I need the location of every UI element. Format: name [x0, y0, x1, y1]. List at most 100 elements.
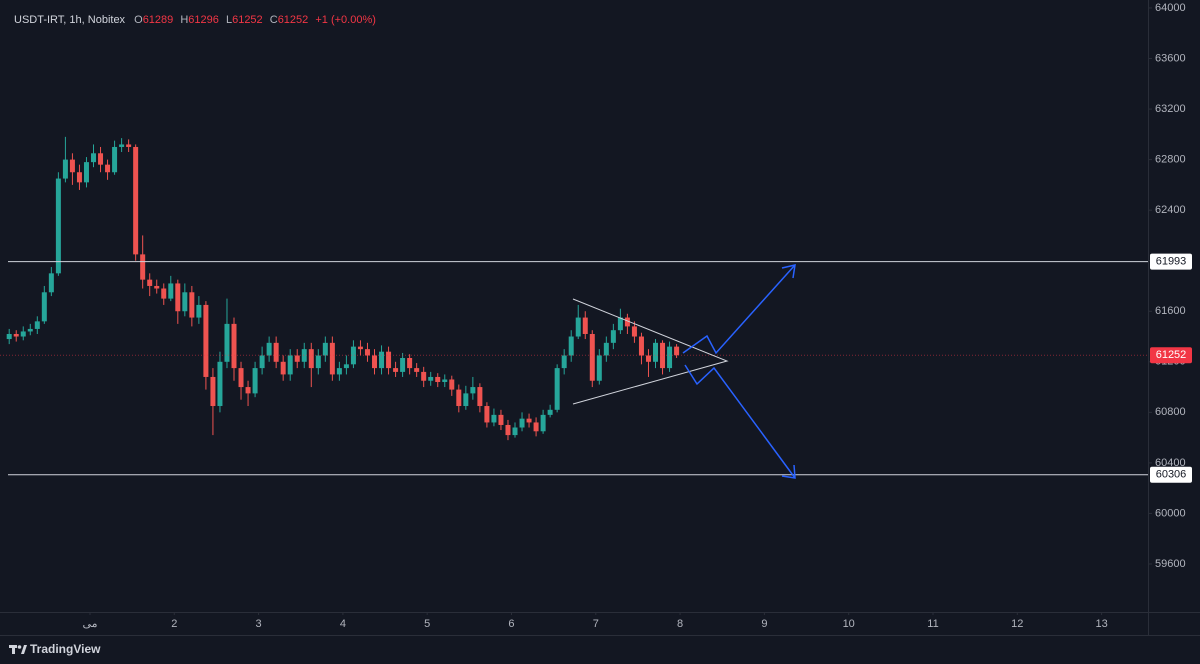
candle-body — [238, 368, 244, 388]
candle-body — [105, 164, 111, 173]
logo-part — [21, 645, 27, 654]
candle-body — [140, 254, 146, 280]
candle-body — [393, 368, 399, 372]
y-tick-label: 59600 — [1155, 558, 1186, 570]
candle-body — [98, 153, 104, 165]
candle-body — [273, 342, 279, 362]
candle-body — [252, 368, 258, 394]
down-arrow-head — [781, 464, 796, 479]
candle-body — [287, 355, 293, 375]
candle-body — [69, 159, 75, 173]
candle-body — [400, 358, 406, 372]
candle-body — [20, 331, 26, 337]
x-tick-label: 5 — [424, 618, 430, 630]
candle-body — [336, 368, 342, 375]
x-tick-label: 12 — [1011, 618, 1023, 630]
candle-body — [421, 371, 427, 381]
candle-body — [217, 361, 223, 407]
candle-body — [435, 376, 441, 383]
candle-body — [540, 414, 546, 432]
x-tick-label: 9 — [761, 618, 767, 630]
candle-body — [568, 336, 574, 356]
candle-body — [357, 346, 363, 350]
level-label: 61993 — [1156, 255, 1187, 267]
candle-body — [575, 317, 581, 337]
open-value: 61289 — [143, 14, 174, 26]
candle-body — [645, 355, 651, 362]
candle-body — [41, 292, 47, 322]
candle-body — [498, 414, 504, 425]
candle-body — [245, 387, 251, 394]
candle-body — [126, 144, 132, 147]
candle-body — [34, 321, 40, 329]
candle-body — [224, 323, 230, 362]
candle-body — [259, 355, 265, 369]
candle-body — [13, 333, 19, 337]
candle-body — [308, 349, 314, 369]
low-label: L — [226, 14, 232, 26]
candle-body — [526, 418, 532, 423]
y-tick-label: 62800 — [1155, 154, 1186, 166]
close-value: 61252 — [278, 14, 309, 26]
logo — [9, 645, 27, 654]
y-tick-label: 60000 — [1155, 507, 1186, 519]
candle-body — [379, 351, 385, 369]
x-tick-label: 10 — [843, 618, 855, 630]
candle-body — [610, 330, 616, 343]
candle-body — [315, 355, 321, 369]
candle-body — [189, 292, 195, 318]
candle-body — [231, 323, 237, 369]
candle-body — [112, 146, 118, 173]
candle-body — [442, 379, 448, 383]
candle-body — [175, 283, 181, 312]
y-tick-label: 62400 — [1155, 204, 1186, 216]
candle-body — [407, 358, 413, 369]
x-tick-label: 3 — [256, 618, 262, 630]
candle-body — [667, 346, 673, 369]
candle-body — [512, 427, 518, 436]
candle-body — [477, 387, 483, 407]
x-tick-label: می — [82, 618, 97, 630]
candle-body — [519, 418, 525, 428]
candle-body — [182, 292, 188, 312]
high-label: H — [180, 14, 188, 26]
candle-body — [624, 317, 630, 327]
candle-body — [414, 368, 420, 372]
x-tick-label: 4 — [340, 618, 346, 630]
candle-body — [547, 409, 553, 415]
y-tick-label: 60800 — [1155, 406, 1186, 418]
candle-body — [91, 153, 97, 163]
x-tick-label: 2 — [171, 618, 177, 630]
candle-body — [203, 304, 209, 377]
x-tick-label: 7 — [593, 618, 599, 630]
candle-body — [596, 355, 602, 381]
x-tick-label: 11 — [927, 618, 938, 630]
level-label-box — [1150, 466, 1192, 483]
candle-body — [638, 336, 644, 356]
candle-body — [329, 342, 335, 375]
candle-body — [76, 172, 82, 183]
header: USDT-IRT, 1h, Nobitex O61289 H61296 L612… — [14, 14, 376, 26]
candle-body — [653, 342, 659, 362]
candle-body — [350, 346, 356, 365]
candle-body — [660, 342, 666, 369]
last-price-box — [1150, 347, 1192, 364]
candle-body — [266, 342, 272, 356]
candle-body — [491, 414, 497, 423]
candle-body — [582, 317, 588, 334]
candle-body — [428, 376, 434, 381]
candle-body — [161, 288, 167, 299]
candle-body — [674, 346, 680, 356]
candle-body — [301, 349, 307, 362]
down-arrow — [684, 364, 796, 479]
candle-body — [386, 351, 392, 369]
candle-body — [484, 406, 490, 423]
up-arrow-head — [781, 264, 796, 279]
candle-body — [463, 393, 469, 407]
candle-body — [6, 333, 12, 340]
logo-part — [17, 645, 22, 649]
y-tick-label: 61600 — [1155, 305, 1186, 317]
candle-body — [505, 424, 511, 436]
